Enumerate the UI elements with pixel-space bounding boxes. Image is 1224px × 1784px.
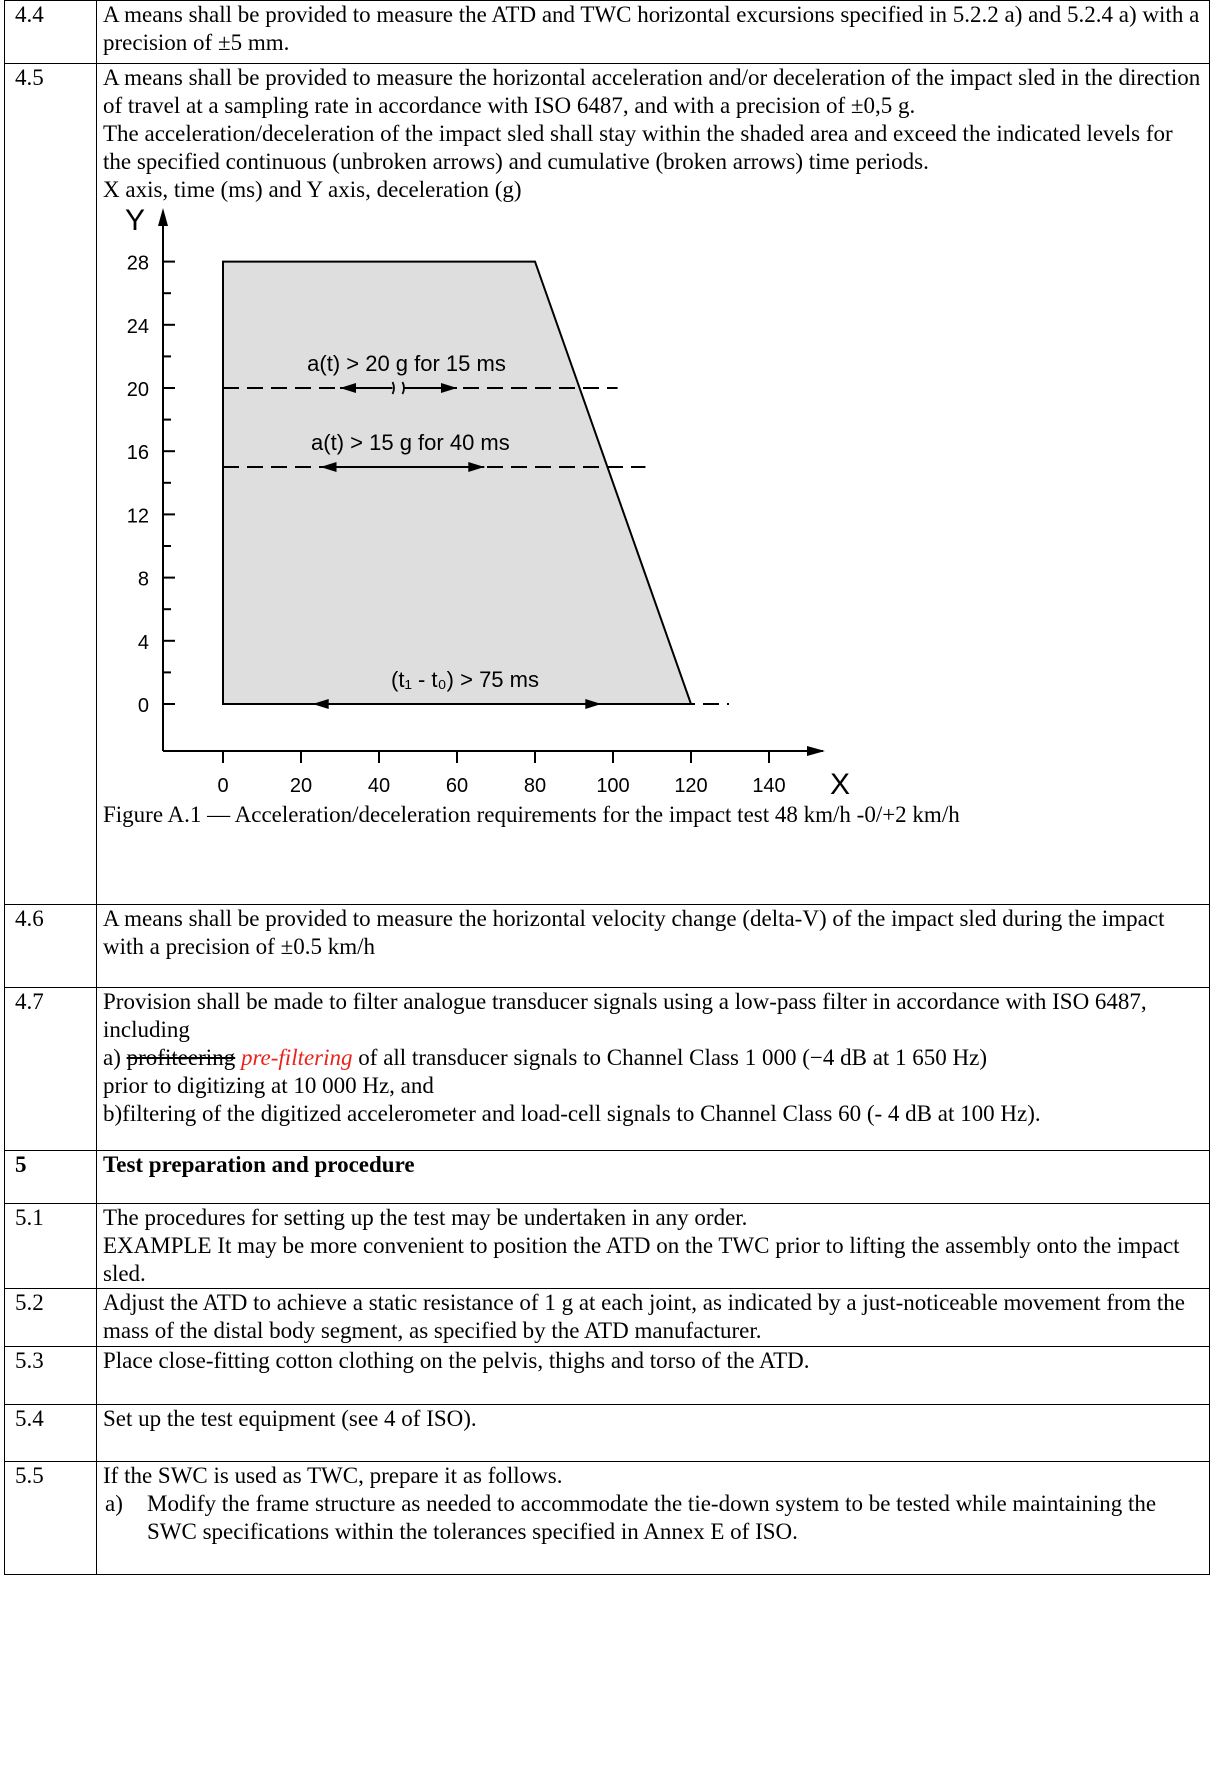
clause-number: 5.5 [4,1461,97,1575]
x-tick-label: 60 [446,775,468,797]
clause-text: A means shall be provided to measure the… [96,904,1210,988]
clause-text: Adjust the ATD to achieve a static resis… [96,1288,1210,1347]
x-tick-label: 40 [368,775,390,797]
arrowhead-right [468,462,485,472]
x-tick-label: 120 [674,775,707,797]
clause-item-b: b)filtering of the digitized acceleromet… [103,1101,1041,1126]
section-number: 5 [4,1150,97,1204]
clause-number: 5.2 [4,1288,97,1347]
document-table: 4.4 A means shall be provided to measure… [4,0,1210,1575]
clause-number: 5.1 [4,1203,97,1289]
clause-number: 5.4 [4,1404,97,1462]
x-tick-label: 0 [217,775,228,797]
y-tick-label: 8 [138,569,149,591]
clause-text: Place close-fitting cotton clothing on t… [96,1346,1210,1405]
list-item-label: a) [105,1491,123,1516]
clause-body: The procedures for setting up the test m… [96,1203,1210,1289]
clause-number: 4.7 [4,987,97,1151]
y-tick-label: 24 [127,316,149,338]
x-axis-label: X [830,768,850,799]
y-tick-label: 28 [127,253,149,275]
x-tick-label: 100 [596,775,629,797]
clause-text: A means shall be provided to measure the… [96,0,1210,64]
row-5-1: 5.1 The procedures for setting up the te… [4,1203,1210,1289]
x-tick-label: 80 [524,775,546,797]
y-tick-label: 16 [127,442,149,464]
break-gap [392,380,405,396]
clause-text: A means shall be provided to measure the… [103,65,1201,118]
list-item: a) Modify the frame structure as needed … [103,1490,1203,1546]
y-axis-arrowhead [158,208,168,226]
y-tick-label: 12 [127,505,149,527]
item-text: of all transducer signals to Channel Cla… [358,1045,988,1070]
deceleration-chart: Y X 0 4 8 12 16 20 24 28 0 20 40 60 80 100 120 140 a(t) > … [125,204,850,799]
break-mark [391,381,405,395]
row-4-4: 4.4 A means shall be provided to measure… [4,0,1210,64]
clause-text: The procedures for setting up the test m… [103,1205,748,1230]
figure-caption: Figure A.1 — Acceleration/deceleration r… [103,802,960,827]
clause-text: Provision shall be made to filter analog… [103,989,1147,1042]
y-tick-label: 4 [138,632,149,654]
clause-text: The acceleration/deceleration of the imp… [103,121,1173,174]
x-axis-arrowhead [807,746,825,756]
x-tick-label: 20 [290,775,312,797]
arrowhead-left [340,383,356,393]
clause-text: prior to digitizing at 10 000 Hz, and [103,1073,434,1098]
clause-text: If the SWC is used as TWC, prepare it as… [103,1463,563,1488]
annotation-label: a(t) > 15 g for 40 ms [311,430,510,455]
annotation-label: a(t) > 20 g for 15 ms [307,351,506,376]
row-4-7: 4.7 Provision shall be made to filter an… [4,987,1210,1151]
row-5-2: 5.2 Adjust the ATD to achieve a static r… [4,1288,1210,1347]
list-item-text: Modify the frame structure as needed to … [147,1491,1157,1544]
deleted-text: profiteering [126,1045,236,1070]
y-tick-label: 20 [127,379,149,401]
y-tick-label: 0 [138,695,149,717]
clause-number: 4.6 [4,904,97,988]
row-5: 5 Test preparation and procedure [4,1150,1210,1204]
clause-body: Provision shall be made to filter analog… [96,987,1210,1151]
x-tick-label: 140 [752,775,785,797]
arrowhead-left [312,699,329,709]
row-5-4: 5.4 Set up the test equipment (see 4 of … [4,1404,1210,1462]
arrowhead-right [585,699,602,709]
clause-item-a: a) profiteering pre-filtering of all tra… [103,1044,1203,1072]
clause-number: 5.3 [4,1346,97,1405]
shaded-region [222,260,693,705]
inserted-text: pre-filtering [240,1045,353,1070]
clause-body: If the SWC is used as TWC, prepare it as… [96,1461,1210,1575]
y-axis-label: Y [125,204,145,237]
clause-number: 4.5 [4,63,97,905]
example-text: EXAMPLE It may be more convenient to pos… [103,1233,1180,1286]
arrowhead-left [320,462,337,472]
row-5-5: 5.5 If the SWC is used as TWC, prepare i… [4,1461,1210,1575]
clause-text: Set up the test equipment (see 4 of ISO)… [96,1404,1210,1462]
arrowhead-right [441,383,457,393]
annotation-label: (t₁ - t₀) > 75 ms [391,667,539,692]
section-heading: Test preparation and procedure [96,1150,1210,1204]
item-label: a) [103,1045,121,1070]
clause-number: 4.4 [4,0,97,64]
row-5-3: 5.3 Place close-fitting cotton clothing … [4,1346,1210,1405]
row-4-5: 4.5 A means shall be provided to measure… [4,63,1210,905]
axis-description: X axis, time (ms) and Y axis, decelerati… [103,177,522,202]
row-4-6: 4.6 A means shall be provided to measure… [4,904,1210,988]
clause-body: A means shall be provided to measure the… [96,63,1210,905]
